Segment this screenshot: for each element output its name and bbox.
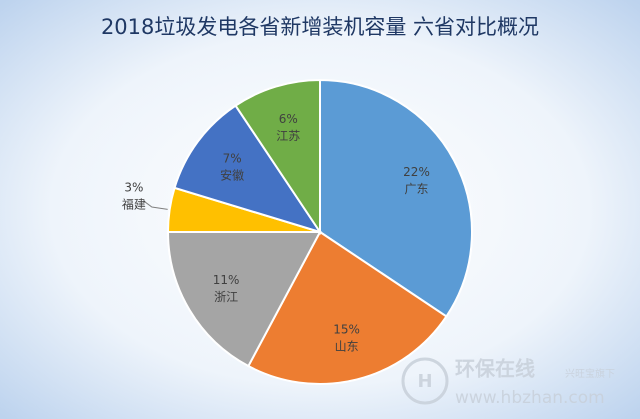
watermark-logo <box>401 357 449 405</box>
category-label: 安徽 <box>220 167 244 182</box>
pie-slice <box>166 231 322 368</box>
chart-title: 2018垃圾发电各省新增装机容量 六省对比概况 <box>101 15 539 39</box>
pie-slice <box>246 230 448 385</box>
category-label: 江苏 <box>276 129 300 143</box>
pie: 22% 广东 15% 山东 11% 浙江 3% 福建 7% 安徽 6% 江苏 <box>122 78 473 385</box>
pie-slice <box>234 78 321 236</box>
data-label: 15% <box>333 323 360 337</box>
data-label: 7% <box>223 151 242 165</box>
category-label: 山东 <box>335 340 359 354</box>
pie-slice <box>173 104 323 234</box>
category-label: 广东 <box>405 182 429 196</box>
data-label: 3% <box>124 181 143 195</box>
watermark-tagline: 兴旺宝旗下 <box>565 367 615 380</box>
watermark-url: www.hbzhan.com <box>455 388 605 408</box>
watermark-logo-text: H <box>417 371 432 392</box>
data-label: 6% <box>279 112 298 126</box>
watermark-brand: 环保在线 <box>455 357 535 381</box>
leader-line <box>143 200 168 210</box>
data-label: 22% <box>403 165 430 179</box>
category-label: 福建 <box>122 197 146 212</box>
watermark: H 环保在线 兴旺宝旗下 www.hbzhan.com <box>401 357 615 408</box>
category-label: 浙江 <box>214 290 238 304</box>
data-label: 11% <box>213 273 240 287</box>
